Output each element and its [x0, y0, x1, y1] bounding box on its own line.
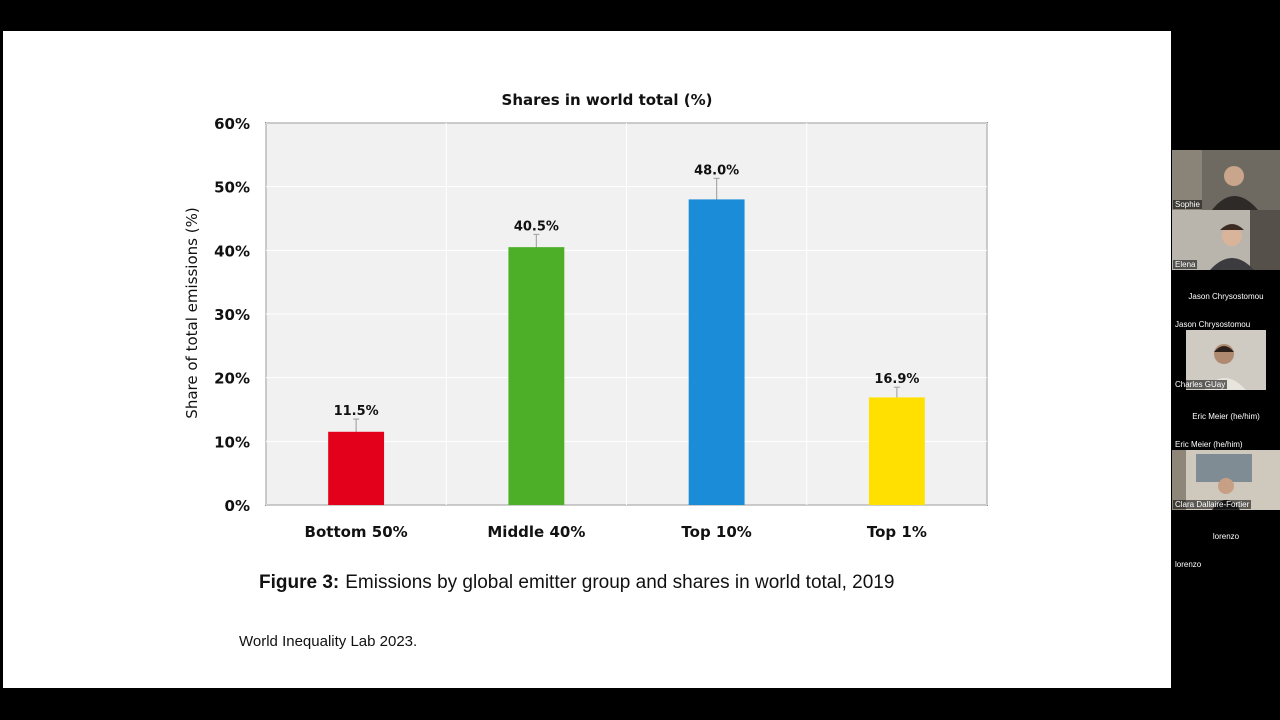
participant-gallery: Sophie Elena Jason Chrysostomou Jason Ch…: [1172, 150, 1280, 570]
shared-slide: Shares in world total (%) 0% 10% 20% 30% 40%…: [3, 31, 1171, 688]
grid: [265, 122, 988, 506]
y-tick-label: 10%: [214, 433, 250, 451]
participant-tile[interactable]: Elena: [1172, 210, 1280, 270]
bar: [868, 397, 925, 505]
bar: [328, 431, 385, 505]
participant-tile[interactable]: lorenzo lorenzo: [1172, 510, 1280, 570]
participant-name: Clara Dallaire-Fortier: [1173, 500, 1252, 509]
participant-name-center: Jason Chrysostomou: [1188, 292, 1264, 301]
participant-tile[interactable]: Jason Chrysostomou Jason Chrysostomou: [1172, 270, 1280, 330]
bars: [328, 199, 925, 505]
bar: [508, 247, 565, 505]
y-tick-label: 0%: [225, 497, 250, 515]
x-category-label: Middle 40%: [487, 523, 585, 541]
y-tick-label: 50%: [214, 179, 250, 197]
y-axis-ticks: 0% 10% 20% 30% 40% 50% 60%: [214, 115, 250, 515]
source-citation: World Inequality Lab 2023.: [239, 633, 418, 650]
participant-tile[interactable]: Eric Meier (he/him) Eric Meier (he/him): [1172, 390, 1280, 450]
participant-name: Eric Meier (he/him): [1173, 440, 1245, 449]
data-labels: 11.5% 40.5% 48.0% 16.9%: [334, 163, 920, 419]
figure-caption: Figure 3: Emissions by global emitter gro…: [259, 572, 894, 594]
data-label: 11.5%: [334, 404, 379, 419]
y-tick-label: 20%: [214, 370, 250, 388]
participant-name-center: lorenzo: [1212, 532, 1240, 541]
x-category-label: Top 10%: [681, 523, 751, 541]
y-tick-label: 30%: [214, 306, 250, 324]
figure-caption-text: Emissions by global emitter group and sh…: [345, 572, 895, 593]
data-label: 40.5%: [514, 219, 559, 234]
participant-name: lorenzo: [1173, 560, 1204, 569]
participant-name: Elena: [1173, 260, 1198, 269]
participant-tile[interactable]: Charles GUay: [1172, 330, 1280, 390]
x-axis-categories: Bottom 50% Middle 40% Top 10% Top 1%: [305, 523, 927, 541]
participant-name: Jason Chrysostomou: [1173, 320, 1253, 329]
y-tick-label: 60%: [214, 115, 250, 133]
x-category-label: Top 1%: [867, 523, 927, 541]
chart-title: Shares in world total (%): [502, 91, 713, 109]
x-category-label: Bottom 50%: [305, 523, 408, 541]
participant-tile[interactable]: Clara Dallaire-Fortier: [1172, 450, 1280, 510]
participant-name-center: Eric Meier (he/him): [1192, 412, 1260, 421]
y-tick-label: 40%: [214, 242, 250, 260]
bar: [688, 199, 745, 505]
data-label: 16.9%: [874, 372, 919, 387]
participant-name: Sophie: [1173, 200, 1202, 209]
figure-number: Figure 3:: [259, 572, 340, 593]
participant-tile[interactable]: Sophie: [1172, 150, 1280, 210]
participant-name: Charles GUay: [1173, 380, 1228, 389]
bar-chart: Shares in world total (%) 0% 10% 20% 30% 40%…: [183, 91, 988, 541]
y-axis-label: Share of total emissions (%): [183, 207, 201, 418]
data-label: 48.0%: [694, 163, 739, 178]
